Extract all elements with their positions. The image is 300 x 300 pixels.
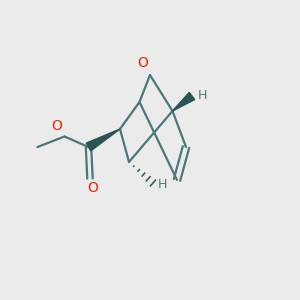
Text: O: O (88, 181, 98, 195)
Text: H: H (197, 88, 207, 102)
Polygon shape (172, 92, 195, 111)
Text: H: H (158, 178, 167, 191)
Polygon shape (86, 129, 120, 151)
Text: O: O (51, 119, 62, 133)
Text: O: O (137, 56, 148, 70)
